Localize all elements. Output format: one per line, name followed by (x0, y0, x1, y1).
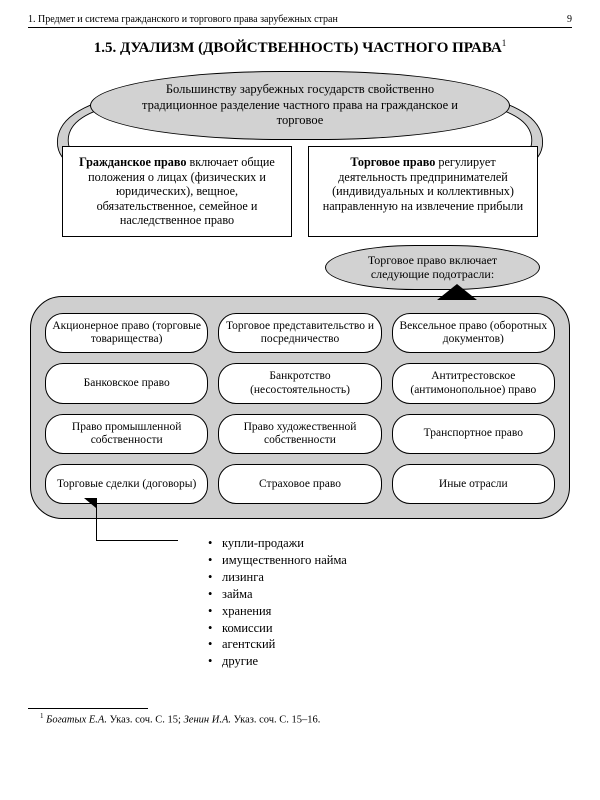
branch-pill: Антитрестовское (антимонопольное) право (392, 363, 555, 403)
sub-oval-text: Торговое право включает следующие подотр… (368, 253, 497, 281)
list-item: агентский (208, 636, 570, 653)
footnote-mark: 1 (40, 712, 44, 720)
chapter-label: 1. Предмет и система гражданского и торг… (28, 14, 338, 25)
footnote: 1 Богатых Е.А. Указ. соч. С. 15; Зенин И… (28, 712, 572, 726)
branch-pill: Банкротство (несостоятельность) (218, 363, 381, 403)
list-item: хранения (208, 603, 570, 620)
top-oval: Большинству зарубежных государств свойст… (90, 71, 510, 140)
panel-notch-icon (439, 286, 475, 300)
footnote-author2: Зенин И.А. (184, 715, 231, 726)
trade-law-box: Торговое право регулирует деятельность п… (308, 146, 538, 237)
list-item: комиссии (208, 620, 570, 637)
civil-law-box: Гражданское право включает общие положен… (62, 146, 292, 237)
list-item: купли-продажи (208, 535, 570, 552)
footnote-rule (28, 708, 148, 709)
branch-pill-contracts: Торговые сделки (договоры) (45, 464, 208, 504)
list-item: займа (208, 586, 570, 603)
page-number: 9 (567, 14, 572, 25)
connector-line-icon (96, 498, 97, 540)
branch-pill: Акционерное право (торговые товарищества… (45, 313, 208, 353)
footnote-author1: Богатых Е.А. (46, 715, 107, 726)
section-number: 1.5. (94, 40, 117, 56)
sub-oval: Торговое право включает следующие подотр… (325, 245, 540, 290)
list-item: лизинга (208, 569, 570, 586)
branch-pill: Транспортное право (392, 414, 555, 454)
branch-pill: Торговое представительство и посредничес… (218, 313, 381, 353)
civil-law-bold: Гражданское право (79, 155, 186, 169)
connector-line-icon (96, 540, 178, 541)
branch-pill: Банковское право (45, 363, 208, 403)
top-oval-text: Большинству зарубежных государств свойст… (142, 82, 458, 127)
branches-panel: Акционерное право (торговые товарищества… (30, 296, 570, 519)
contract-types-list: купли-продажи имущественного найма лизин… (208, 535, 570, 670)
branch-pill: Право промышленной собственности (45, 414, 208, 454)
list-item: имущественного найма (208, 552, 570, 569)
branches-grid: Акционерное право (торговые товарищества… (45, 313, 555, 504)
trade-law-bold: Торговое право (350, 155, 435, 169)
branch-pill: Страховое право (218, 464, 381, 504)
diagram: Большинству зарубежных государств свойст… (30, 71, 570, 670)
branch-pill: Вексельное право (оборотных документов) (392, 313, 555, 353)
footnote-mid2: Указ. соч. С. 15–16. (231, 715, 320, 726)
branch-pill: Право художественной собственности (218, 414, 381, 454)
list-item: другие (208, 653, 570, 670)
section-title: 1.5. ДУАЛИЗМ (ДВОЙСТВЕННОСТЬ) ЧАСТНОГО П… (28, 38, 572, 57)
title-footnote-mark: 1 (502, 38, 507, 48)
footnote-mid1: Указ. соч. С. 15; (107, 715, 184, 726)
running-head: 1. Предмет и система гражданского и торг… (28, 14, 572, 28)
branch-pill: Иные отрасли (392, 464, 555, 504)
section-text: ДУАЛИЗМ (ДВОЙСТВЕННОСТЬ) ЧАСТНОГО ПРАВА (120, 40, 502, 56)
